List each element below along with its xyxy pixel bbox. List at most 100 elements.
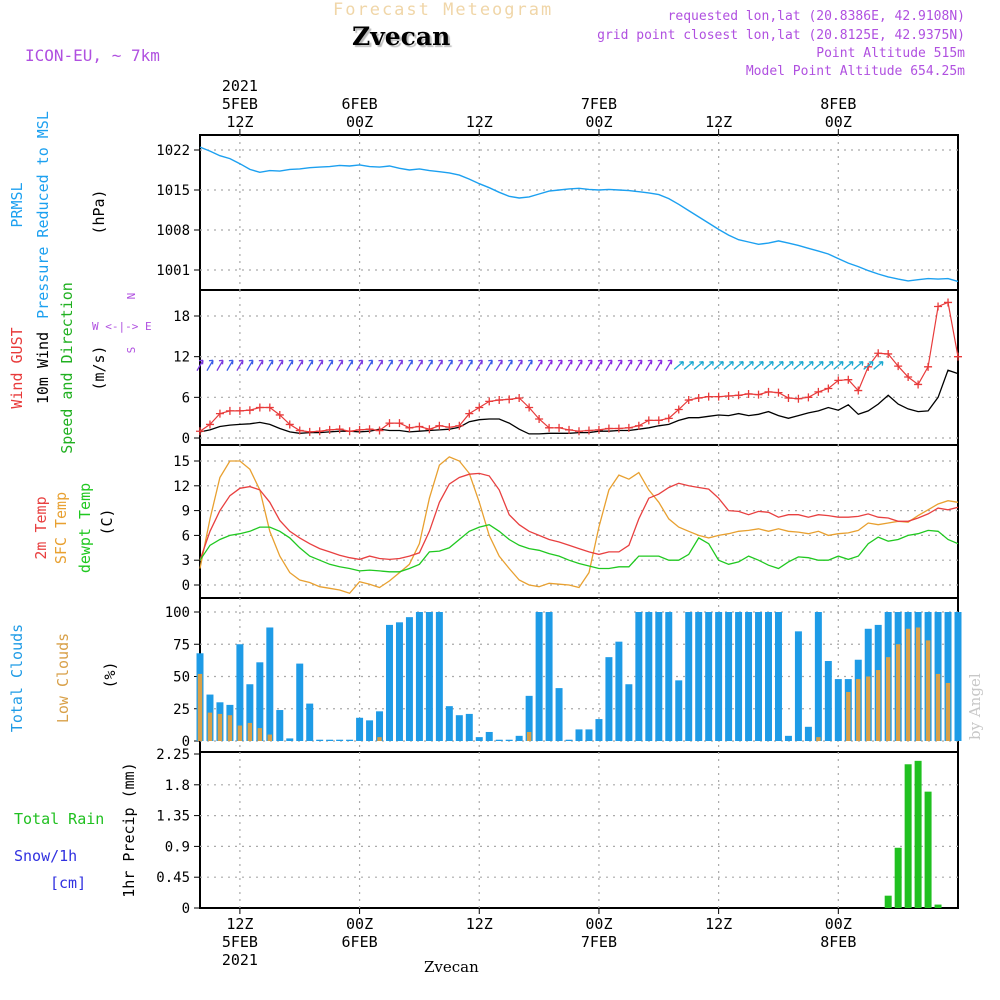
gust-marker [425,425,434,434]
low-cloud-bar [925,640,931,741]
gust-marker [814,387,823,396]
point-altitude: Point Altitude 515m [816,46,965,61]
top-axis-hour: 00Z [585,113,612,131]
wind-gust-line [199,301,959,433]
y-tick-label: 3 [182,553,190,569]
y-tick-label: 6 [182,528,190,544]
gust-marker [555,423,564,432]
wind-direction-arrow [445,359,453,371]
total-cloud-bar [405,617,413,741]
total-cloud-bar [515,735,523,741]
total-cloud-bar [336,739,344,741]
total-cloud-bar [575,729,583,741]
total-cloud-bar [415,612,423,741]
y-tick-label: 1001 [156,263,190,279]
wind-direction-arrow [793,360,804,370]
total-cloud-bar [725,612,733,741]
low-cloud-bar [377,737,382,741]
gust-marker [824,384,833,393]
precip-label-snow: Snow/1h [14,847,77,865]
low-cloud-bar [526,731,532,741]
wind-direction-arrow [316,359,324,371]
gust-marker [225,406,234,415]
gust-marker [465,409,474,418]
gust-marker [864,362,873,371]
gust-marker [794,394,803,403]
pressure-line [199,146,959,283]
gust-marker [475,403,484,412]
location-title: Zvecan [352,22,451,51]
clouds-unit: (%) [101,661,119,688]
total-cloud-bar [326,739,334,741]
total-cloud-bar [386,624,393,741]
total-cloud-bar [425,612,433,741]
wind-direction-arrow [615,359,623,371]
rain-bar [914,760,922,908]
wind-direction-arrow [425,359,434,371]
total-cloud-bar [755,612,763,741]
wind-direction-arrow [555,359,563,371]
total-cloud-bar [635,612,643,741]
y-tick-label: 2.25 [156,747,190,763]
total-cloud-bar [625,684,633,741]
temp-label-2: SFC Temp [52,492,70,564]
wind-direction-arrow [495,359,503,371]
top-axis-date: 5FEB [222,95,258,113]
compass-north: N [125,293,138,300]
y-tick-label: 75 [173,637,190,653]
wind-direction-arrow [216,359,224,371]
precip-label-rain: Total Rain [14,810,104,828]
top-axis-date: 7FEB [581,95,617,113]
wind-direction-arrow [395,359,404,371]
wind-label-2: 10m Wind [34,332,52,404]
total-cloud-bar [645,612,653,741]
wind-direction-arrow [843,360,854,370]
total-cloud-bar [266,627,274,741]
wind-direction-arrow [505,359,513,371]
total-cloud-bar [485,731,493,741]
gust-marker [485,397,494,406]
y-tick-label: 0 [182,431,190,447]
wind-direction-arrow [266,359,274,371]
precip-ylabel: 1hr Precip (mm) [120,762,138,897]
gust-marker [604,424,613,433]
product-title: Forecast Meteogram [333,0,554,20]
y-tick-label: 1015 [156,183,190,199]
rain-bar [904,764,912,908]
wind-direction-arrow [485,359,493,371]
gust-marker [255,403,264,412]
gust-marker [734,391,743,400]
total-cloud-bar [306,703,314,741]
temp-label-3: dewpt Temp [76,483,94,573]
gust-marker [196,427,204,436]
wind-direction-arrow [595,359,603,371]
gust-marker [405,423,414,432]
gust-marker [614,424,623,433]
total-cloud-bar [455,715,463,741]
wind-direction-arrow [405,359,414,371]
gust-marker [724,391,733,400]
wind-direction-arrow [525,359,533,371]
wind-direction-arrow [336,359,344,371]
y-tick-label: 0 [182,734,190,750]
wind-direction-arrow [585,359,593,371]
gust-marker [395,419,404,428]
model-label: ICON-EU, ~ 7km [25,46,160,65]
temp-label-1: 2m Temp [32,496,50,559]
y-tick-label: 18 [173,309,190,325]
wind-direction-arrow [645,359,653,371]
gust-marker [235,406,244,415]
gust-marker [365,425,374,434]
gust-marker [285,420,294,429]
bottom-axis-date: 5FEB [222,933,258,951]
wind-direction-arrow [515,359,523,371]
wind-direction-arrow [753,360,764,370]
gust-marker [704,392,713,401]
gust-marker [565,425,574,434]
wind-direction-arrow [723,360,734,370]
y-tick-label: 9 [182,504,190,520]
total-cloud-bar [276,710,284,741]
y-tick-label: 1008 [156,223,190,239]
bottom-axis-hour: 00Z [585,915,612,933]
gust-marker [654,416,663,425]
